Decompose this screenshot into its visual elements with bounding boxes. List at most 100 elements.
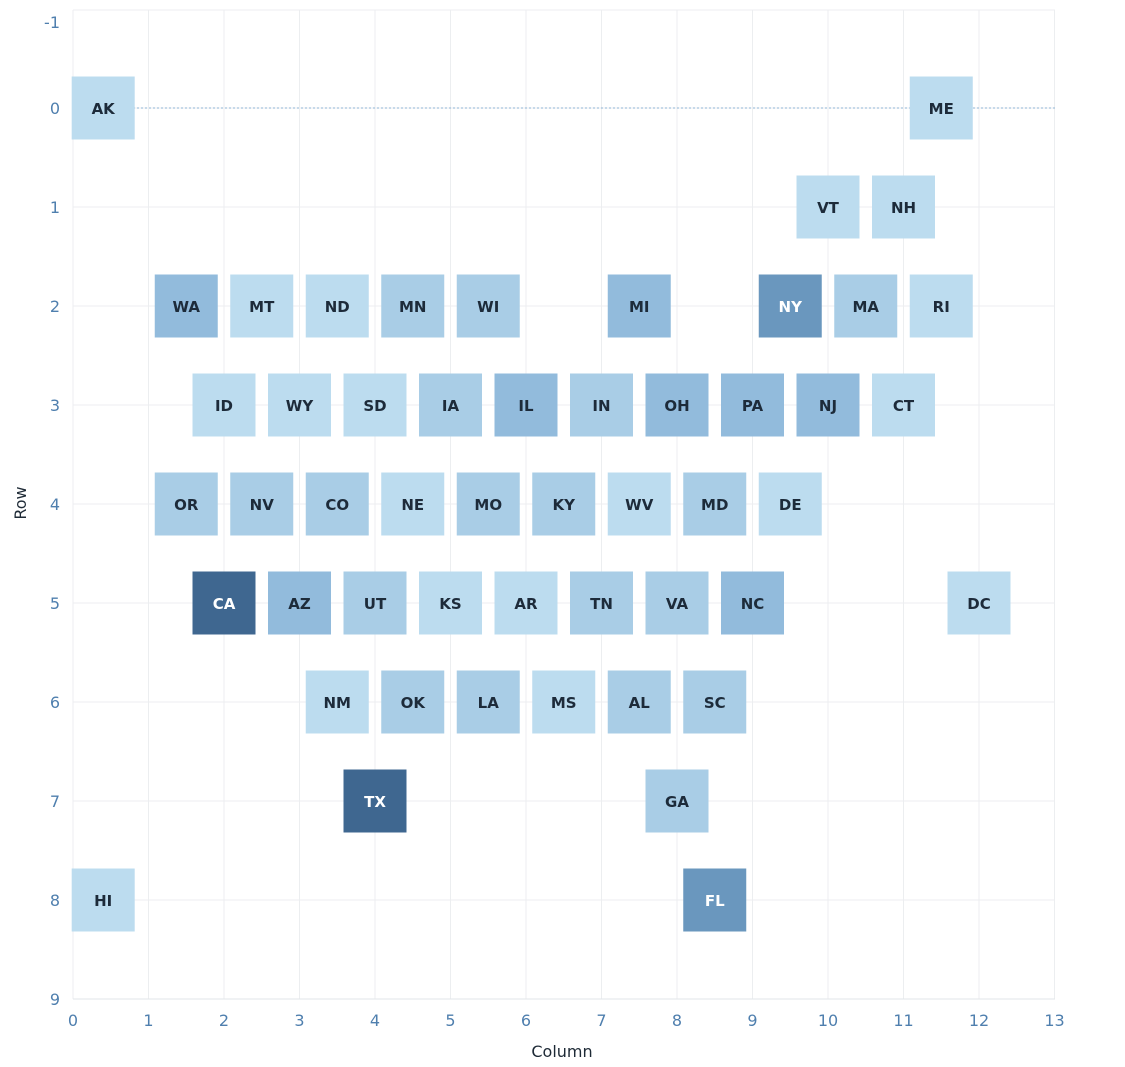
x-tick-label: 6 xyxy=(521,1011,531,1030)
y-tick-label: 9 xyxy=(50,990,60,1009)
tile-label: AR xyxy=(514,595,538,613)
tile-rect xyxy=(154,274,218,338)
tile-label: RI xyxy=(933,298,950,316)
grid-lines xyxy=(72,9,1055,1000)
tile-label: WV xyxy=(625,496,654,514)
tile-label: OK xyxy=(401,694,427,712)
state-tile-ks: KS xyxy=(419,571,482,635)
tile-rect xyxy=(645,769,709,833)
tile-label: MA xyxy=(852,298,879,316)
tile-label: SD xyxy=(363,397,386,415)
y-tick-label: 5 xyxy=(50,594,60,613)
tile-rect xyxy=(607,670,671,734)
tile-label: TN xyxy=(590,595,613,613)
tile-label: MO xyxy=(474,496,502,514)
x-tick-label: 8 xyxy=(672,1011,682,1030)
state-tile-wa: WA xyxy=(154,274,218,338)
state-tile-fl: FL xyxy=(683,868,747,932)
x-tick-label: 3 xyxy=(294,1011,304,1030)
tile-label: WY xyxy=(286,397,315,415)
tile-label: AZ xyxy=(288,595,311,613)
tile-rect xyxy=(192,373,256,437)
tile-label: NE xyxy=(401,496,424,514)
tile-label: AK xyxy=(92,100,117,118)
tile-rect xyxy=(494,571,558,635)
state-tile-nj: NJ xyxy=(796,373,860,437)
y-axis-title: Row xyxy=(11,486,30,519)
tile-label: NV xyxy=(250,496,275,514)
tile-label: DE xyxy=(779,496,802,514)
tile-label: FL xyxy=(705,892,725,910)
tile-label: WA xyxy=(173,298,201,316)
tile-rect xyxy=(872,373,935,437)
tile-label: HI xyxy=(94,892,112,910)
tile-rect xyxy=(305,472,369,536)
tile-rect xyxy=(758,472,822,536)
tile-label: VA xyxy=(666,595,689,613)
y-tick-label: 8 xyxy=(50,891,60,910)
state-tile-tn: TN xyxy=(570,571,633,635)
tile-label: VT xyxy=(817,199,840,217)
y-axis-ticks: -1 0 1 2 3 4 5 6 7 8 9 xyxy=(44,13,60,1009)
tile-label: NM xyxy=(324,694,351,712)
y-tick-label: 4 xyxy=(50,495,60,514)
state-tile-dc: DC xyxy=(947,571,1011,635)
state-tile-oh: OH xyxy=(645,373,709,437)
tile-rect xyxy=(834,274,898,338)
tile-label: SC xyxy=(704,694,726,712)
tile-rect xyxy=(909,76,973,140)
tile-rect xyxy=(796,373,860,437)
tile-label: ID xyxy=(215,397,233,415)
tile-rect xyxy=(343,373,407,437)
y-tick-label: -1 xyxy=(44,13,60,32)
y-tick-label: 1 xyxy=(50,198,60,217)
x-tick-label: 13 xyxy=(1044,1011,1064,1030)
tile-rect xyxy=(419,373,482,437)
state-tile-la: LA xyxy=(456,670,520,734)
tile-label: NJ xyxy=(819,397,837,415)
tile-rect xyxy=(381,670,445,734)
state-tile-ia: IA xyxy=(419,373,482,437)
tile-label: IN xyxy=(592,397,610,415)
tile-rect xyxy=(683,472,747,536)
tile-label: UT xyxy=(364,595,387,613)
tile-label: AL xyxy=(629,694,651,712)
tile-label: OH xyxy=(664,397,689,415)
x-tick-label: 5 xyxy=(445,1011,455,1030)
tile-rect xyxy=(456,274,520,338)
tile-rect xyxy=(607,472,671,536)
tile-label: ME xyxy=(929,100,954,118)
state-tiles: AK ME VT NH WA MT ND MN WI MI NY MA RI ID WY SD IA IL IN OH… xyxy=(71,76,1011,932)
state-tile-mi: MI xyxy=(607,274,671,338)
tile-rect xyxy=(909,274,973,338)
tile-rect xyxy=(154,472,218,536)
tile-rect xyxy=(570,373,633,437)
tile-rect xyxy=(645,373,709,437)
tile-rect xyxy=(683,868,747,932)
tile-rect xyxy=(343,769,407,833)
state-tile-mn: MN xyxy=(381,274,445,338)
state-tile-sd: SD xyxy=(343,373,407,437)
tile-label: PA xyxy=(742,397,764,415)
tile-label: MD xyxy=(701,496,728,514)
state-tile-in: IN xyxy=(570,373,633,437)
state-tile-id: ID xyxy=(192,373,256,437)
tile-label: IA xyxy=(442,397,460,415)
state-tile-va: VA xyxy=(645,571,709,635)
state-tile-wv: WV xyxy=(607,472,671,536)
state-tile-nv: NV xyxy=(230,472,294,536)
x-tick-label: 0 xyxy=(68,1011,78,1030)
tile-rect xyxy=(796,175,860,239)
tile-label: MT xyxy=(249,298,275,316)
tile-label: KY xyxy=(553,496,577,514)
state-tile-ak: AK xyxy=(71,76,135,140)
tile-label: KS xyxy=(439,595,461,613)
state-tile-al: AL xyxy=(607,670,671,734)
state-tile-sc: SC xyxy=(683,670,747,734)
state-tile-wi: WI xyxy=(456,274,520,338)
y-tick-label: 2 xyxy=(50,297,60,316)
tile-rect xyxy=(645,571,709,635)
state-tile-or: OR xyxy=(154,472,218,536)
tile-rect xyxy=(758,274,822,338)
